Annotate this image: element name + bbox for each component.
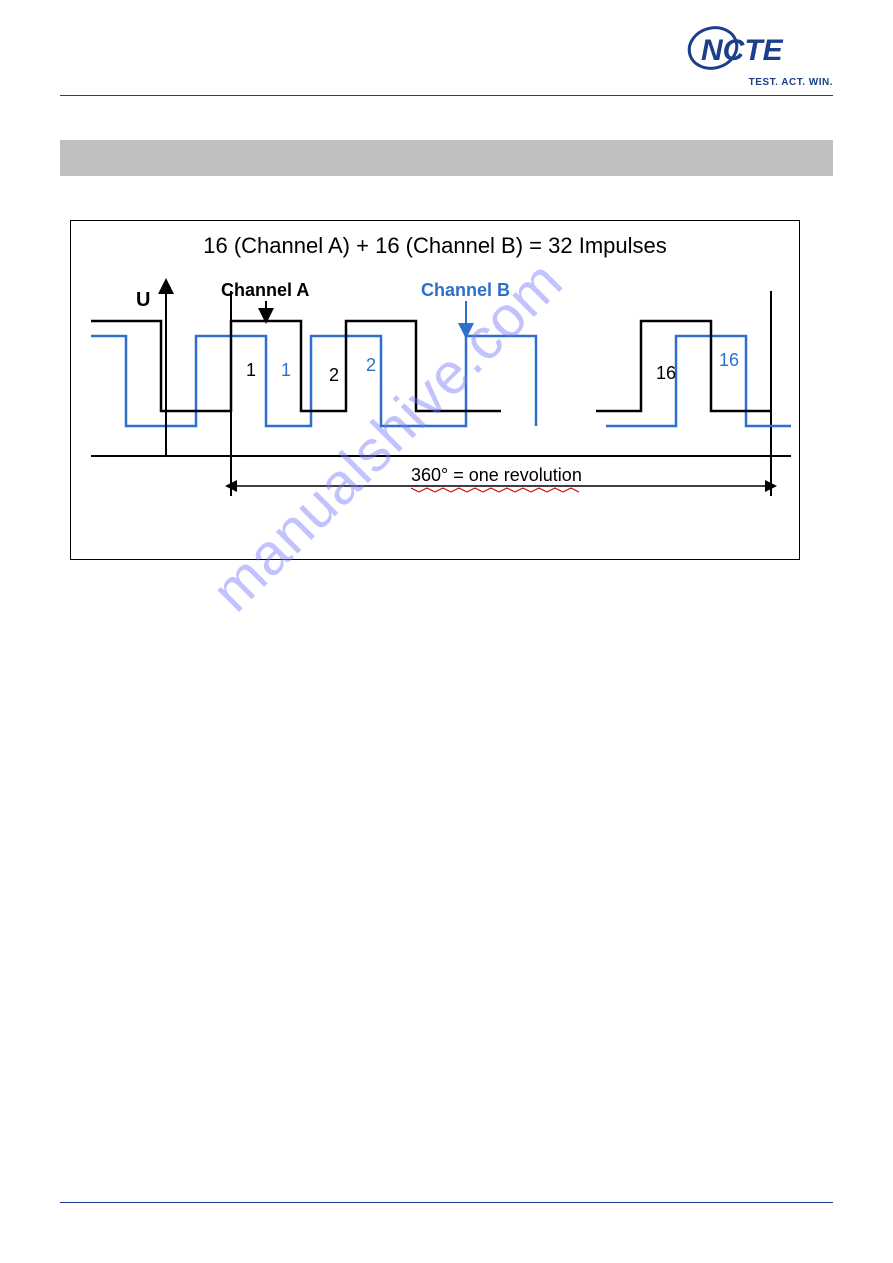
footer-rule — [60, 1202, 833, 1203]
svg-text:2: 2 — [329, 365, 339, 385]
brand-tagline: TEST. ACT. WIN. — [683, 77, 833, 88]
section-bar — [60, 140, 833, 176]
svg-text:Channel B: Channel B — [421, 280, 510, 300]
svg-text:2: 2 — [366, 355, 376, 375]
svg-text:NCTE: NCTE — [701, 34, 784, 67]
svg-text:U: U — [136, 289, 150, 311]
svg-text:1: 1 — [281, 360, 291, 380]
svg-text:360° = one revolution: 360° = one revolution — [411, 465, 582, 485]
timing-diagram: 16 (Channel A) + 16 (Channel B) = 32 Imp… — [70, 220, 800, 560]
svg-text:16: 16 — [719, 350, 739, 370]
ncte-logo-icon: NCTE — [683, 20, 833, 75]
page: NCTE TEST. ACT. WIN. 16 (Channel A) + 16… — [0, 0, 893, 1263]
svg-text:Channel A: Channel A — [221, 280, 309, 300]
timing-diagram-svg: U Channel A Channel B 360° = one revolution… — [71, 271, 801, 561]
brand-logo: NCTE TEST. ACT. WIN. — [683, 20, 833, 88]
header-rule — [60, 95, 833, 96]
svg-text:1: 1 — [246, 360, 256, 380]
svg-text:16: 16 — [656, 363, 676, 383]
diagram-title: 16 (Channel A) + 16 (Channel B) = 32 Imp… — [71, 233, 799, 259]
